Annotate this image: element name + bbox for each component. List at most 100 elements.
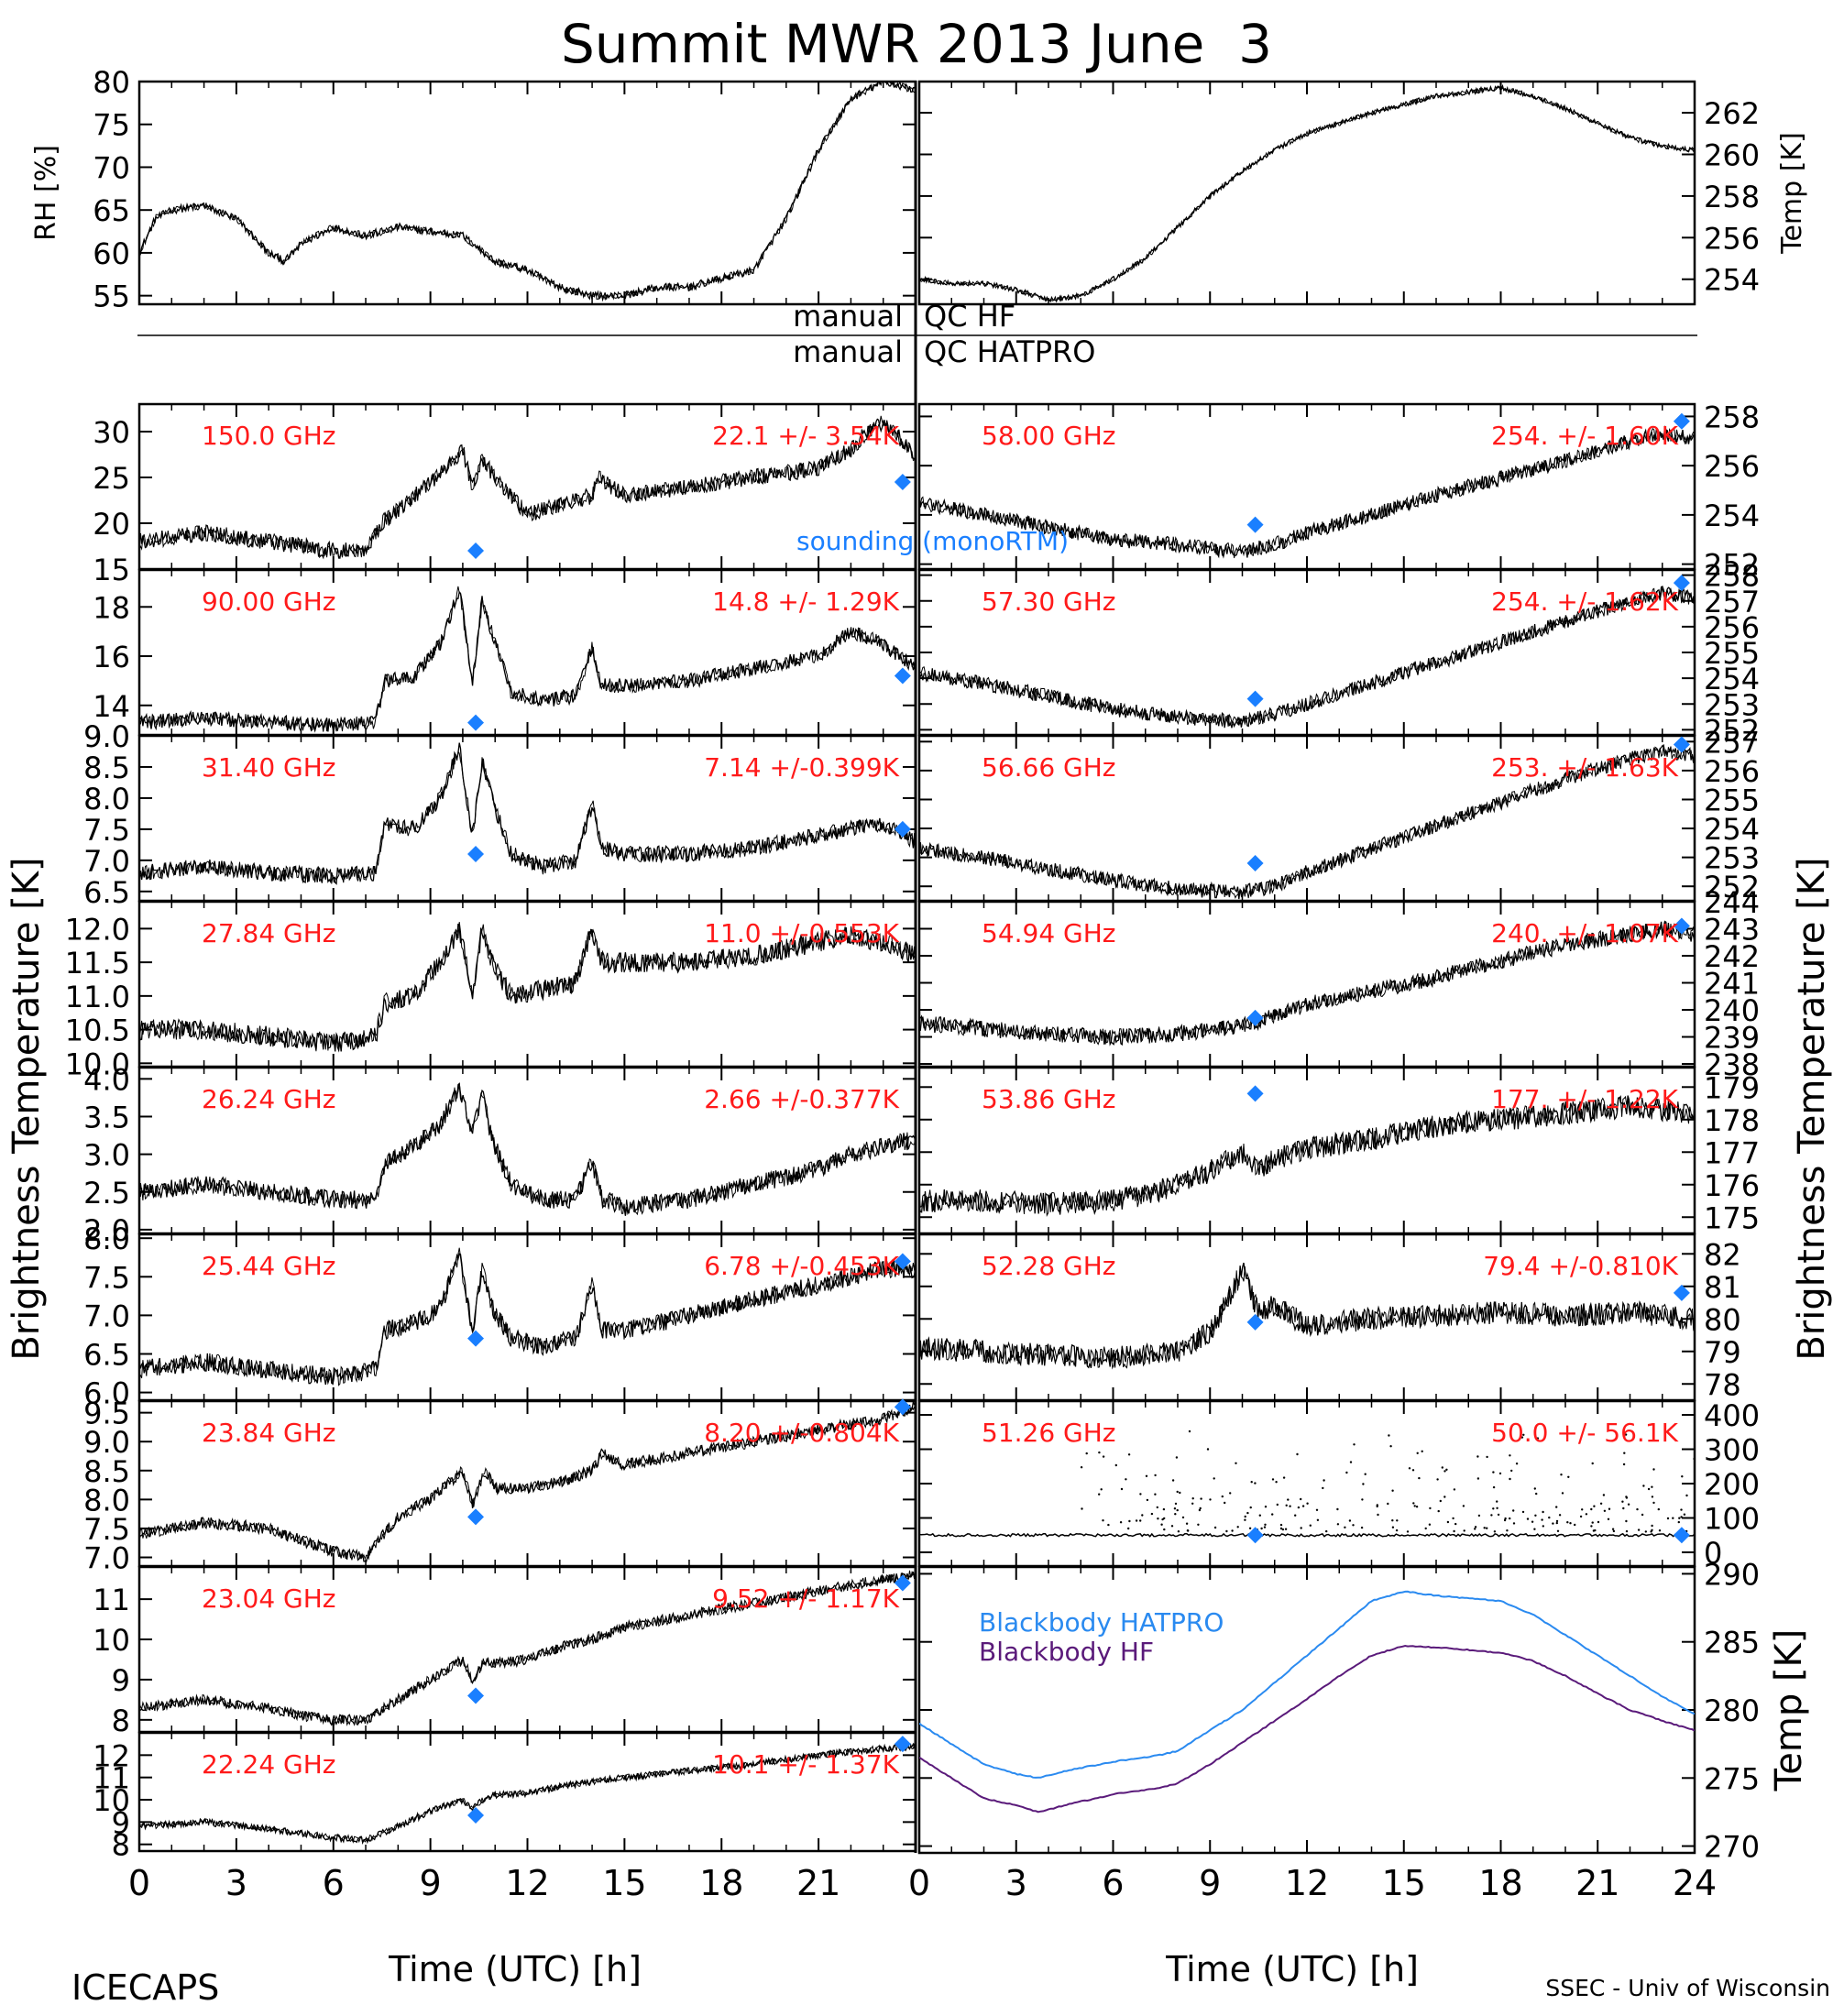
qc-hatpro-left-label: manual — [793, 334, 903, 369]
blackbody-legend-0: Blackbody HATPRO — [979, 1607, 1224, 1638]
right-xtick-label: 6 — [1102, 1863, 1124, 1903]
ch-51-26-outlier-point — [1323, 1479, 1325, 1482]
ch-22-24-sounding-marker — [894, 1736, 911, 1753]
ch-58-frequency-label: 58.00 GHz — [982, 421, 1116, 451]
ch-51-26-outlier-point — [1496, 1500, 1498, 1503]
ch-51-26-outlier-point — [1542, 1525, 1545, 1528]
ch-57-30-ytick-label: 253 — [1704, 687, 1760, 722]
ch-51-26-outlier-point — [1681, 1475, 1684, 1478]
rh-panel-trace-fuzz — [139, 82, 916, 301]
ch-51-26-outlier-point — [1271, 1478, 1275, 1481]
rh-panel-series — [139, 82, 916, 302]
ch-51-26-outlier-point — [1421, 1450, 1423, 1453]
ch-51-26-outlier-point — [1170, 1525, 1174, 1528]
ch-51-26-outlier-point — [1156, 1506, 1159, 1509]
ch-51-26-outlier-point — [1376, 1505, 1378, 1508]
ch-51-26-outlier-point — [1284, 1528, 1288, 1530]
ch-53-86-trace — [919, 1095, 1695, 1215]
ch-52-28-ytick-label: 79 — [1704, 1335, 1741, 1370]
ch-51-26-outlier-point — [1279, 1527, 1283, 1530]
ch-31-40-ytick-label: 9.0 — [83, 719, 130, 754]
ch-51-26-outlier-point — [1135, 1519, 1138, 1522]
ch-51-26-outlier-point — [1185, 1522, 1189, 1525]
ch-51-26-outlier-point — [1574, 1523, 1576, 1527]
ch-51-26-outlier-point — [1555, 1521, 1559, 1525]
ch-51-26-outlier-point — [1503, 1518, 1507, 1522]
ch-51-26-outlier-point — [1677, 1520, 1681, 1524]
ch-51-26-ytick-label: 0 — [1704, 1536, 1722, 1571]
ch-22-24-ytick-label: 11 — [93, 1761, 130, 1796]
ch-23-04-stats-label: 9.52 +/- 1.17K — [712, 1583, 899, 1614]
ch-27-84-ytick-label: 11.5 — [65, 946, 130, 981]
ch-150-ytick-label: 20 — [93, 507, 130, 542]
ch-90-series — [139, 586, 916, 733]
left-xtick-label: 12 — [505, 1863, 549, 1903]
ch-51-26-outlier-point — [1474, 1526, 1477, 1528]
ch-51-26-outlier-point — [1443, 1470, 1446, 1473]
right-x-axis-label: Time (UTC) [h] — [1165, 1949, 1419, 1989]
ch-26-24-ytick-label: 2.5 — [83, 1176, 130, 1211]
ch-57-30-ytick-label: 258 — [1704, 559, 1760, 594]
ch-53-86-ytick-label: 178 — [1704, 1103, 1760, 1138]
ch-51-26-outlier-point — [1555, 1506, 1558, 1508]
ch-23-84-series — [139, 1401, 916, 1563]
ch-51-26-outlier-point — [1680, 1508, 1683, 1511]
ch-51-26-outlier-point — [1651, 1524, 1653, 1528]
ch-51-26-outlier-point — [1561, 1492, 1564, 1495]
ch-51-26-outlier-point — [1657, 1507, 1661, 1511]
ch-51-26-outlier-point — [1536, 1437, 1540, 1440]
left-x-axis-label: Time (UTC) [h] — [388, 1949, 642, 1989]
ch-53-86-frequency-label: 53.86 GHz — [982, 1084, 1116, 1114]
ch-57-30-sounding-marker — [1673, 575, 1690, 592]
ch-57-30-ytick-label: 255 — [1704, 636, 1760, 671]
ch-51-26-outlier-point — [1603, 1509, 1607, 1513]
ch-22-24-ytick-label: 8 — [112, 1828, 130, 1863]
ch-52-28-trace-fuzz — [919, 1265, 1695, 1370]
ch-25-44-ytick-label: 6.0 — [83, 1376, 130, 1411]
ch-51-26-outlier-point — [1566, 1521, 1569, 1524]
ch-51-26-series — [919, 1430, 1695, 1538]
ch-51-26-outlier-point — [1360, 1526, 1364, 1529]
ch-57-30-ytick-label: 256 — [1704, 610, 1760, 645]
ch-31-40-ytick-label: 7.0 — [83, 844, 130, 879]
ch-54-94-ytick-label: 239 — [1704, 1021, 1760, 1056]
ch-51-26-baseline — [919, 1532, 1695, 1538]
ch-56-66-ytick-label: 253 — [1704, 841, 1760, 876]
ch-51-26-outlier-point — [1685, 1494, 1688, 1497]
ch-31-40-sounding-marker — [467, 846, 485, 863]
ch-56-66-ytick-label: 256 — [1704, 754, 1760, 789]
ch-23-84-ytick-label: 7.5 — [83, 1512, 130, 1547]
ch-51-26-outlier-point — [1652, 1501, 1655, 1505]
ch-52-28-ytick-label: 81 — [1704, 1270, 1741, 1305]
ch-51-26-outlier-point — [1453, 1529, 1455, 1533]
ch-51-26-outlier-point — [1693, 1457, 1695, 1461]
ch-51-26-outlier-point — [1585, 1513, 1588, 1516]
ch-56-66-frequency-label: 56.66 GHz — [982, 752, 1116, 783]
ch-51-26-outlier-point — [1348, 1519, 1352, 1522]
ch-58-ytick-label: 252 — [1704, 548, 1760, 583]
ch-90-sounding-marker — [467, 714, 485, 731]
ch-25-44-ytick-label: 7.5 — [83, 1260, 130, 1295]
ch-150-series — [139, 415, 916, 560]
ch-25-44-frequency-label: 25.44 GHz — [202, 1251, 336, 1281]
ch-51-26-outlier-point — [1658, 1529, 1662, 1532]
ch-51-26-outlier-point — [1231, 1529, 1234, 1532]
ch-51-26-ytick-label: 300 — [1704, 1433, 1760, 1468]
ch-51-26-outlier-point — [1424, 1527, 1427, 1530]
right-xtick-label: 3 — [1005, 1863, 1027, 1903]
ch-51-26-outlier-point — [1590, 1507, 1593, 1511]
ch-53-86-ytick-label: 177 — [1704, 1135, 1760, 1170]
ch-22-24-series — [139, 1742, 916, 1845]
ch-27-84-trace-fuzz — [139, 922, 916, 1052]
ch-52-28-series — [919, 1262, 1695, 1370]
ch-51-26-outlier-point — [1349, 1461, 1353, 1463]
ch-51-26-outlier-point — [1300, 1497, 1302, 1501]
ch-26-24-ytick-label: 4.0 — [83, 1062, 130, 1097]
ch-23-04-ytick-label: 8 — [112, 1704, 130, 1738]
ch-51-26-outlier-point — [1483, 1527, 1486, 1529]
ch-51-26-outlier-point — [1567, 1475, 1570, 1479]
ch-58-series — [919, 425, 1695, 559]
ch-25-44-sounding-marker — [467, 1330, 485, 1347]
ch-26-24-ytick-label: 3.0 — [83, 1138, 130, 1173]
